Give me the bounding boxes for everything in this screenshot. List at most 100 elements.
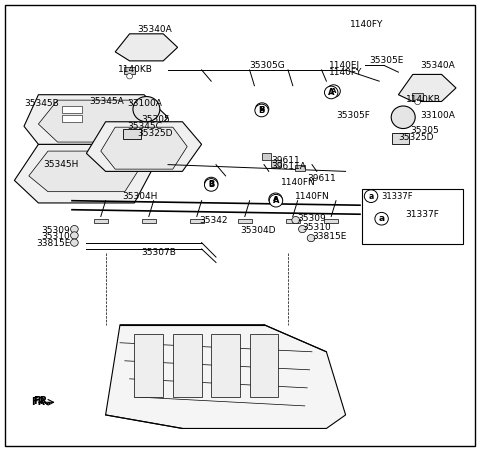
Circle shape: [269, 193, 282, 206]
Polygon shape: [392, 133, 409, 144]
Circle shape: [71, 239, 78, 246]
Polygon shape: [295, 165, 305, 171]
Text: 35309: 35309: [41, 226, 70, 235]
Polygon shape: [124, 67, 135, 74]
Text: 35307B: 35307B: [142, 248, 177, 257]
Text: FR.: FR.: [34, 396, 52, 406]
Text: 35305: 35305: [410, 126, 439, 135]
Circle shape: [127, 74, 132, 79]
Polygon shape: [115, 34, 178, 61]
Text: a: a: [379, 214, 384, 223]
Polygon shape: [29, 151, 139, 192]
Text: 39611: 39611: [271, 156, 300, 165]
Circle shape: [255, 104, 268, 117]
Circle shape: [415, 99, 420, 105]
Text: 35345A: 35345A: [89, 97, 123, 106]
Circle shape: [255, 103, 269, 115]
Polygon shape: [86, 122, 202, 171]
Bar: [362, 189, 463, 244]
Text: 1140KB: 1140KB: [406, 95, 441, 104]
Text: 35305G: 35305G: [250, 61, 285, 70]
Polygon shape: [24, 95, 168, 144]
Text: 39611: 39611: [307, 174, 336, 183]
Circle shape: [391, 106, 415, 129]
Circle shape: [204, 179, 218, 191]
Text: 33815E: 33815E: [312, 232, 347, 241]
Text: 1140FY: 1140FY: [329, 68, 362, 77]
Circle shape: [292, 216, 300, 224]
Text: A: A: [273, 196, 279, 205]
Text: 35304D: 35304D: [240, 226, 276, 235]
Polygon shape: [211, 334, 240, 397]
Text: B: B: [258, 106, 265, 115]
Text: 35310: 35310: [302, 223, 331, 232]
Text: 31337F: 31337F: [382, 192, 413, 201]
Text: B: B: [209, 180, 214, 187]
Circle shape: [364, 190, 378, 202]
Text: 1140FN: 1140FN: [281, 178, 315, 187]
Text: 1140FN: 1140FN: [295, 192, 330, 201]
Circle shape: [204, 177, 218, 190]
Circle shape: [324, 86, 338, 99]
Text: B: B: [260, 106, 264, 112]
Text: 33100A: 33100A: [420, 110, 455, 120]
Polygon shape: [142, 219, 156, 223]
Polygon shape: [173, 334, 202, 397]
Text: 35345C: 35345C: [127, 122, 162, 131]
Circle shape: [269, 194, 283, 207]
Polygon shape: [262, 153, 271, 160]
Text: A: A: [273, 196, 278, 202]
Polygon shape: [324, 219, 338, 223]
Polygon shape: [398, 74, 456, 101]
Text: 1140FY: 1140FY: [350, 20, 384, 29]
Polygon shape: [62, 106, 82, 113]
Polygon shape: [101, 127, 187, 169]
Text: 35345B: 35345B: [24, 99, 59, 108]
Polygon shape: [106, 325, 346, 428]
Text: 35342: 35342: [199, 216, 228, 226]
Text: a: a: [369, 192, 373, 201]
Text: 35305: 35305: [142, 115, 170, 124]
Circle shape: [327, 85, 340, 97]
Text: A: A: [328, 88, 335, 97]
Polygon shape: [14, 144, 154, 203]
Polygon shape: [136, 106, 157, 112]
Text: 35340A: 35340A: [137, 25, 171, 34]
Text: A: A: [331, 88, 336, 94]
Polygon shape: [412, 93, 423, 100]
Text: 31337F: 31337F: [406, 210, 440, 219]
Polygon shape: [38, 100, 144, 142]
Text: 35345H: 35345H: [43, 160, 79, 169]
Polygon shape: [238, 219, 252, 223]
Polygon shape: [123, 129, 141, 139]
Polygon shape: [250, 334, 278, 397]
Text: 39611A: 39611A: [271, 162, 306, 171]
Circle shape: [133, 97, 160, 122]
Text: 33100A: 33100A: [127, 99, 162, 108]
Polygon shape: [286, 219, 300, 223]
Polygon shape: [379, 201, 384, 237]
Text: 33815E: 33815E: [36, 239, 71, 248]
Text: 35309: 35309: [298, 214, 326, 223]
Text: 35325D: 35325D: [398, 133, 434, 142]
Circle shape: [299, 226, 306, 233]
Circle shape: [307, 235, 315, 242]
Text: 35310: 35310: [41, 232, 70, 241]
Text: 35340A: 35340A: [420, 61, 455, 70]
Text: 1140KB: 1140KB: [118, 65, 153, 74]
Circle shape: [71, 232, 78, 239]
Text: 1140EJ: 1140EJ: [329, 61, 360, 70]
Text: 35304H: 35304H: [122, 192, 158, 201]
Text: 35325D: 35325D: [137, 129, 172, 138]
Circle shape: [375, 212, 388, 225]
Circle shape: [71, 226, 78, 233]
Polygon shape: [134, 334, 163, 397]
Polygon shape: [62, 115, 82, 122]
Polygon shape: [271, 160, 281, 167]
Text: B: B: [208, 180, 215, 189]
Text: 35305E: 35305E: [370, 56, 404, 65]
Polygon shape: [94, 219, 108, 223]
Text: 35305F: 35305F: [336, 110, 370, 120]
Text: FR.: FR.: [31, 397, 49, 407]
Polygon shape: [190, 219, 204, 223]
